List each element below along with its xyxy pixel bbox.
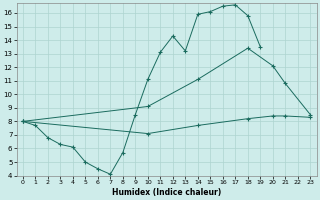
X-axis label: Humidex (Indice chaleur): Humidex (Indice chaleur)	[112, 188, 221, 197]
